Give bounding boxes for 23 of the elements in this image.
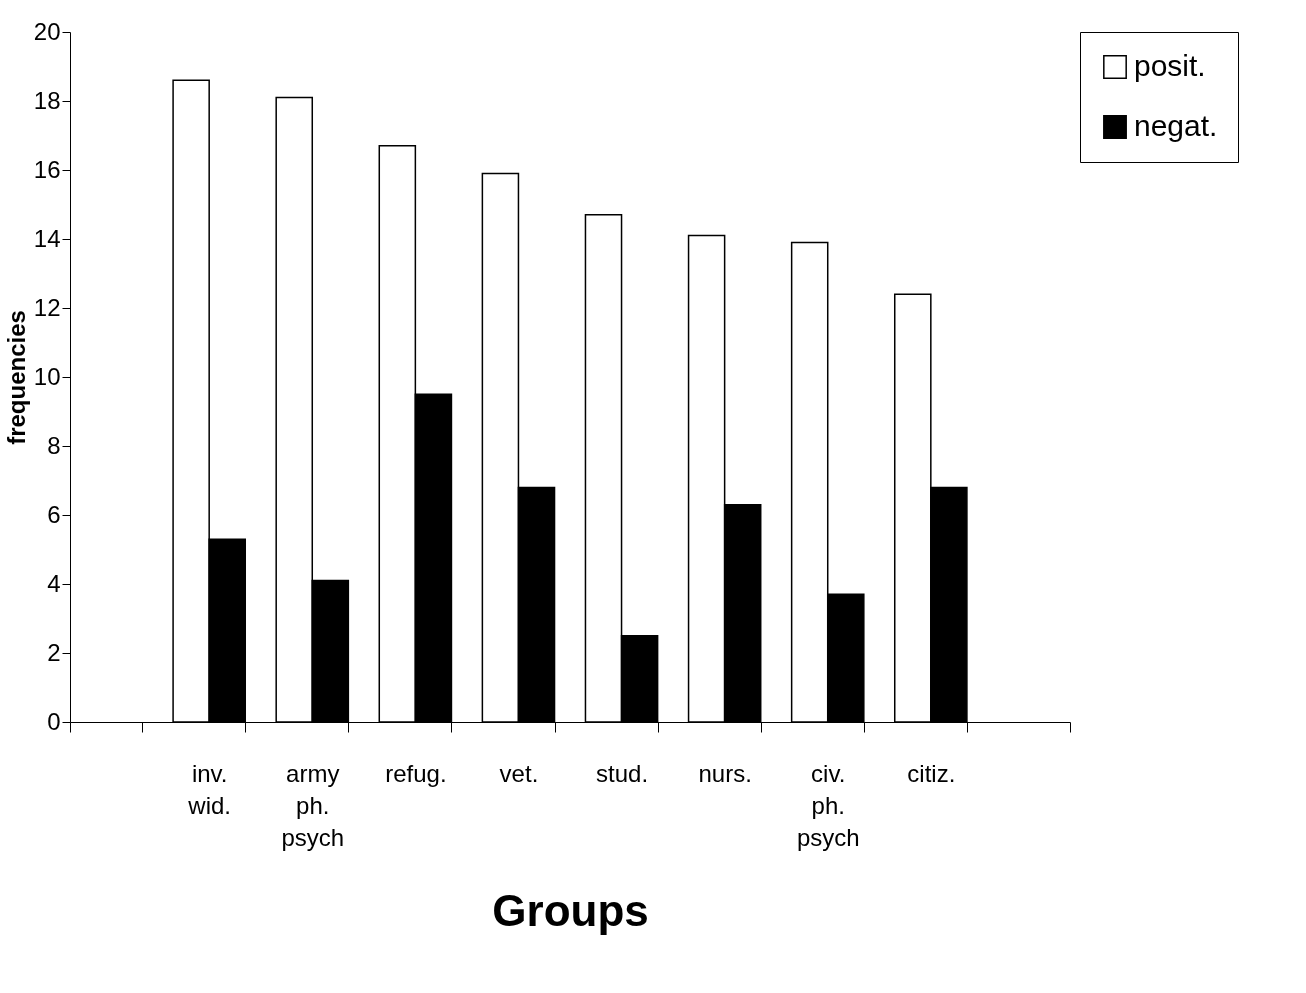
y-tick-label: 8 <box>47 431 61 459</box>
y-tick-label: 6 <box>47 500 61 528</box>
y-tick-label: 20 <box>33 17 61 45</box>
x-tick-label: refug. <box>385 759 447 787</box>
legend-label: negat. <box>1134 109 1218 142</box>
y-tick-label: 16 <box>33 155 61 183</box>
y-tick-label: 14 <box>33 224 61 252</box>
x-tick-label: civ. ph. psych <box>796 759 860 851</box>
y-tick-label: 2 <box>47 638 61 666</box>
x-tick-label: army ph. psych <box>281 759 345 851</box>
x-axis-title: Groups <box>492 885 649 935</box>
x-tick-label: inv. wid. <box>187 759 232 819</box>
y-tick-label: 4 <box>47 569 61 597</box>
y-tick-label: 12 <box>33 293 61 321</box>
x-tick-label: citiz. <box>907 759 956 787</box>
legend-label: posit. <box>1134 49 1206 82</box>
x-tick-label: vet. <box>499 759 539 787</box>
y-tick-label: 0 <box>47 707 61 735</box>
y-tick-label: 10 <box>33 362 61 390</box>
y-tick-label: 18 <box>33 86 61 114</box>
x-tick-label: nurs. <box>698 759 752 787</box>
y-axis-title: frequencies <box>2 310 30 445</box>
x-tick-label: stud. <box>596 759 649 787</box>
